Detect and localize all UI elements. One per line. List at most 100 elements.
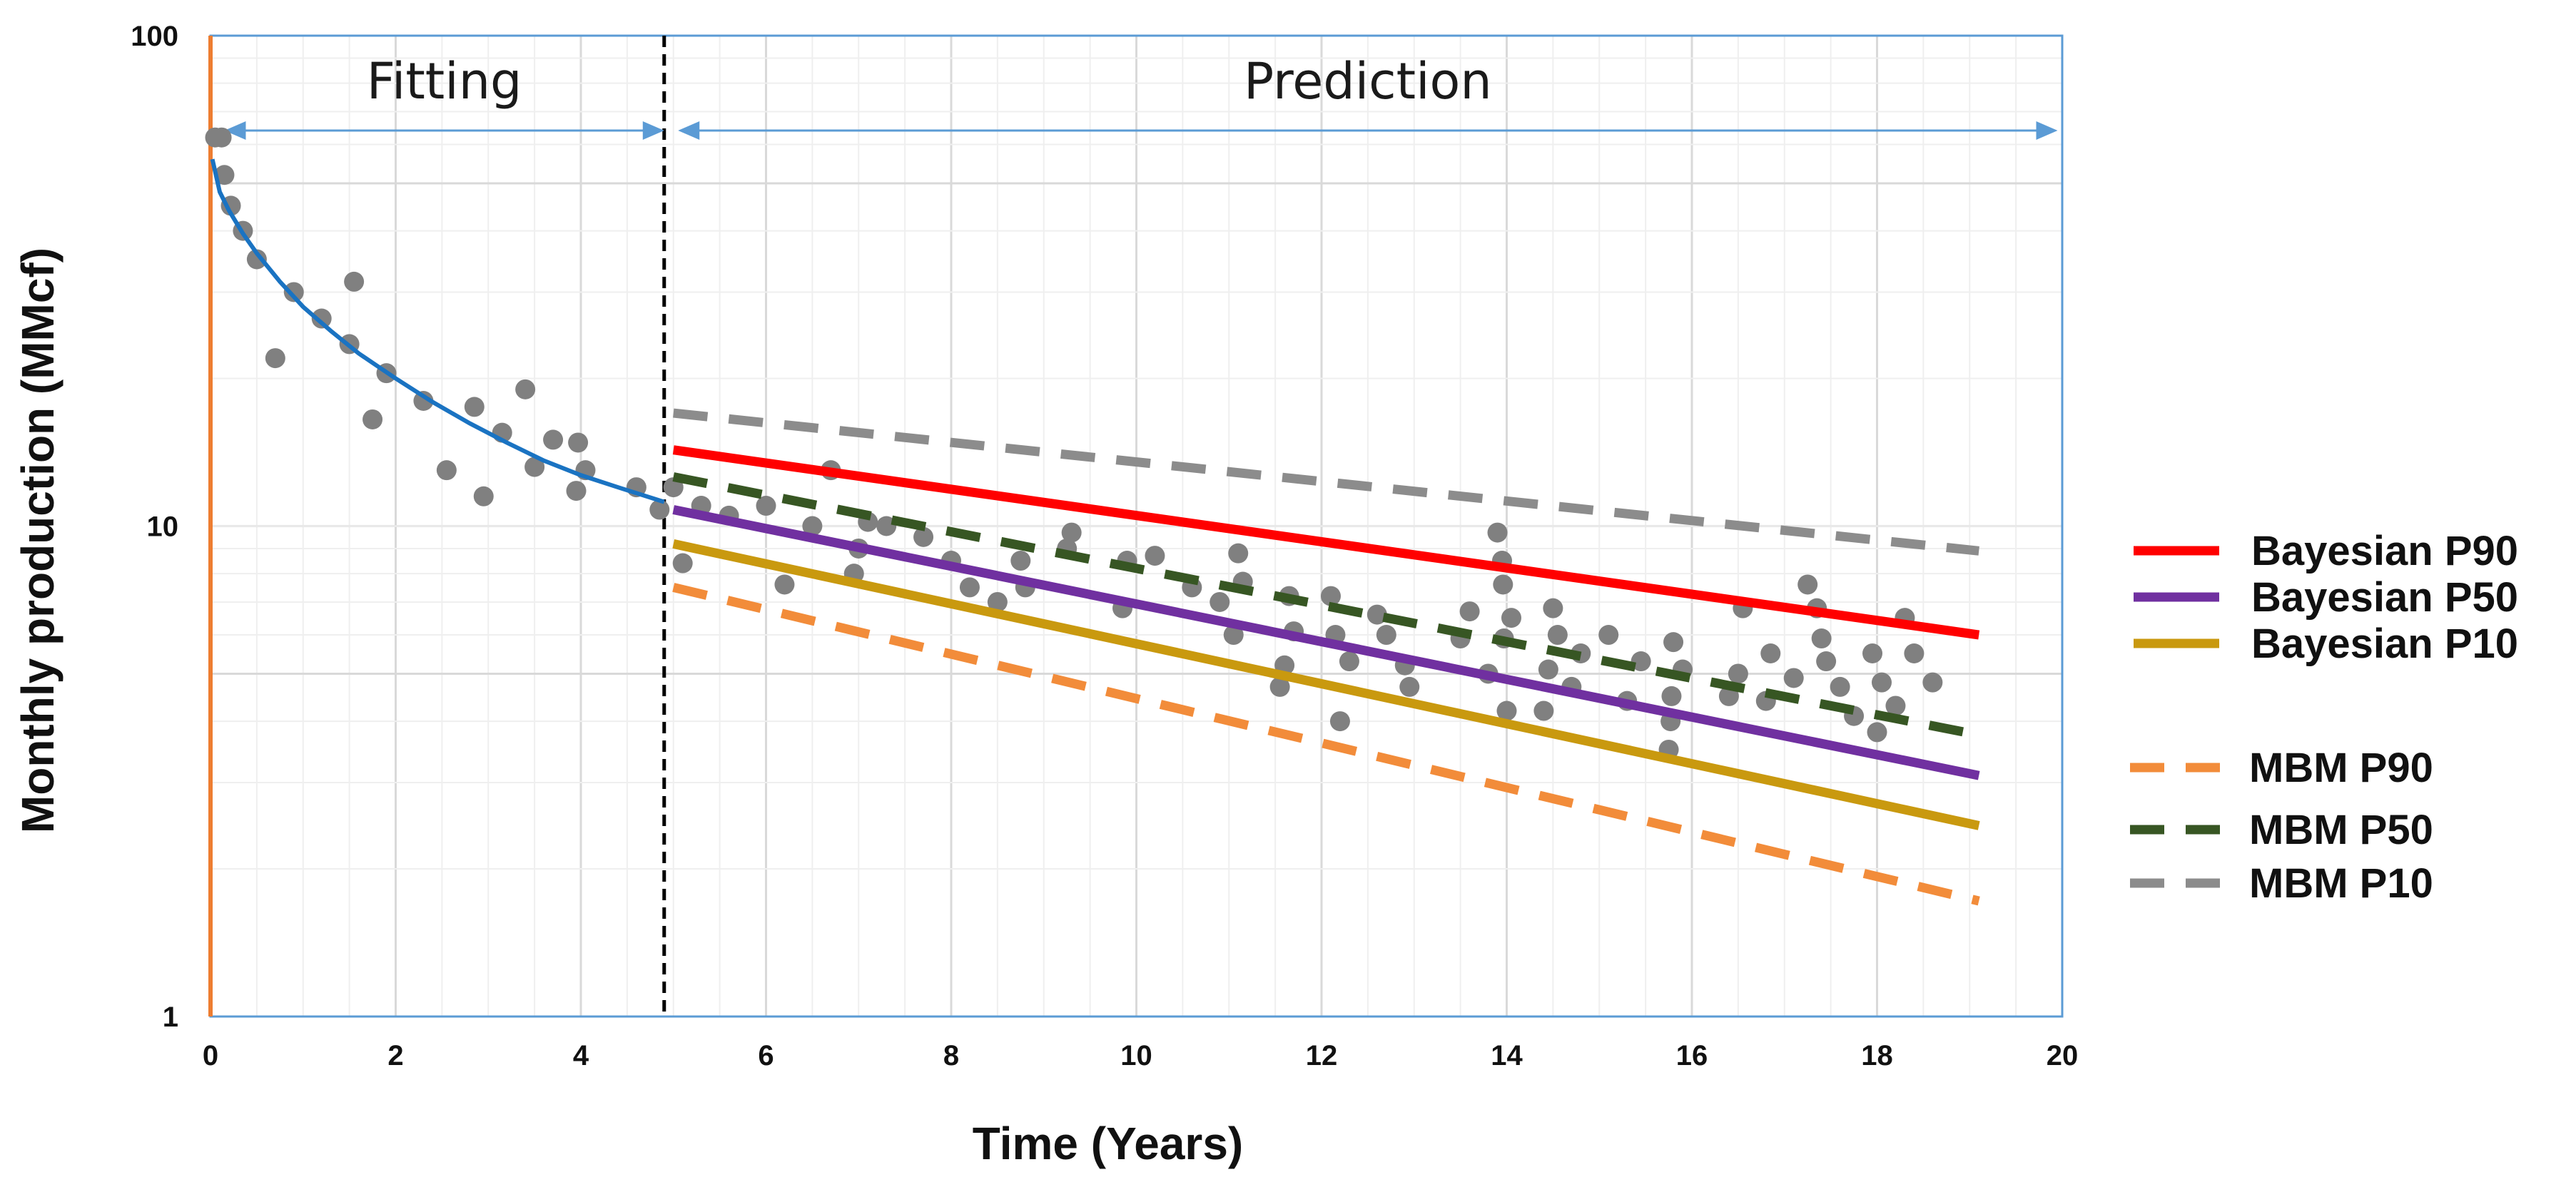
data-point [1061, 522, 1082, 543]
data-point [1830, 676, 1850, 697]
data-point [1459, 601, 1480, 622]
data-point [1269, 676, 1290, 697]
data-point [568, 432, 589, 453]
data-point [1223, 625, 1244, 646]
y-tick-label: 1 [163, 1002, 178, 1033]
data-point [1543, 598, 1563, 618]
data-point [987, 591, 1008, 612]
data-point [1904, 643, 1925, 664]
legend-label: MBM P50 [2249, 807, 2433, 853]
data-point [1547, 625, 1568, 646]
data-point [1885, 696, 1906, 716]
legend-label: Bayesian P10 [2251, 621, 2518, 667]
data-point [566, 481, 587, 501]
data-point [1631, 651, 1651, 672]
phase-arrow-head-right [2036, 121, 2058, 140]
data-point [362, 409, 383, 429]
data-point [1501, 608, 1521, 628]
data-point [1922, 672, 1943, 693]
data-point [1366, 604, 1387, 625]
x-tick-label: 16 [1676, 1040, 1708, 1071]
legend-label: MBM P10 [2249, 860, 2433, 907]
data-point [1661, 686, 1682, 706]
data-point [1783, 668, 1804, 688]
series-line-bayesian-p90 [672, 445, 1980, 640]
y-tick-labels: 1 10 100 [131, 21, 178, 1033]
data-point [1496, 701, 1517, 721]
data-point [913, 526, 934, 547]
series-line-bayesian-p50 [672, 505, 1980, 780]
data-point [649, 499, 670, 520]
data-point [672, 553, 693, 574]
data-point [1010, 551, 1031, 571]
phase-annotations: Fitting Prediction [224, 52, 2058, 140]
data-point [1493, 574, 1513, 595]
data-point [265, 348, 285, 369]
x-tick-labels: 0 2 4 6 8 10 12 14 16 18 20 [203, 1040, 2078, 1071]
data-point [464, 397, 485, 417]
data-point [802, 516, 823, 536]
data-point [214, 165, 235, 185]
phase-arrow-head-left [224, 121, 246, 140]
data-point [473, 486, 494, 506]
data-point [1811, 628, 1832, 649]
data-point [1862, 643, 1883, 664]
legend-label: Bayesian P50 [2251, 574, 2518, 621]
data-point [1871, 672, 1892, 693]
fitted-decline-curve [210, 158, 665, 504]
phase-label: Prediction [1244, 52, 1492, 111]
data-point [283, 282, 304, 302]
data-point [756, 496, 776, 516]
data-point [543, 429, 564, 450]
data-point [1533, 701, 1554, 721]
x-tick-label: 2 [387, 1040, 403, 1071]
data-point [1339, 651, 1359, 672]
data-point [413, 391, 434, 412]
phase-label: Fitting [367, 52, 522, 111]
data-point [211, 127, 232, 148]
data-point [1320, 586, 1341, 606]
data-point [436, 460, 457, 481]
x-tick-label: 20 [2047, 1040, 2079, 1071]
forecast-series [672, 408, 1980, 906]
data-point [959, 577, 980, 598]
data-point [1797, 574, 1818, 595]
grid [211, 36, 2062, 1017]
data-point [1538, 659, 1558, 680]
data-point [1816, 651, 1837, 672]
data-point [1228, 543, 1249, 564]
phase-arrow-head-right [642, 121, 664, 140]
data-point [1210, 591, 1230, 612]
data-point [1728, 663, 1748, 684]
data-point [311, 308, 332, 329]
legend-label: MBM P90 [2249, 745, 2433, 791]
y-axis-title: Monthly production (MMcf) [12, 248, 64, 833]
x-tick-label: 6 [758, 1040, 774, 1071]
data-point [774, 574, 795, 595]
x-tick-label: 18 [1861, 1040, 1893, 1071]
x-tick-label: 8 [943, 1040, 959, 1071]
x-tick-label: 12 [1306, 1040, 1338, 1071]
series-line-bayesian-p10 [672, 539, 1980, 830]
data-point [1399, 676, 1420, 697]
series-line-mbm-p90 [672, 583, 1980, 906]
y-tick-label: 100 [131, 21, 178, 52]
y-tick-label: 10 [147, 511, 179, 543]
data-point [344, 271, 365, 292]
data-point [1598, 625, 1619, 646]
data-point [515, 379, 536, 399]
x-tick-label: 4 [573, 1040, 589, 1071]
data-point [1663, 632, 1684, 653]
x-axis-title: Time (Years) [973, 1118, 1243, 1169]
x-tick-label: 0 [203, 1040, 218, 1071]
data-point [1329, 711, 1350, 732]
data-point [876, 516, 897, 536]
data-point [246, 249, 267, 270]
data-point [1760, 643, 1781, 664]
data-point [1867, 722, 1887, 743]
data-point [1487, 522, 1508, 543]
data-point [1376, 625, 1396, 646]
phase-arrow-head-left [678, 121, 700, 140]
